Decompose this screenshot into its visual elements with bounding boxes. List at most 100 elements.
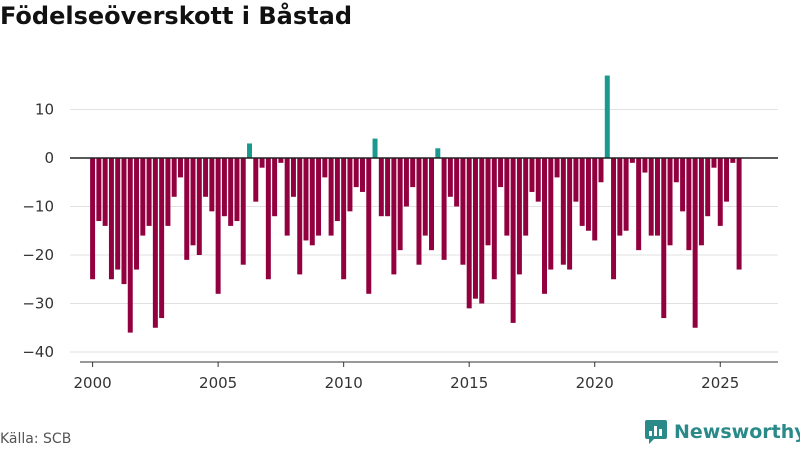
bar xyxy=(184,158,190,260)
y-tick-label: −40 xyxy=(22,343,54,361)
bar xyxy=(303,158,309,241)
bar xyxy=(504,158,510,236)
bar xyxy=(121,158,127,285)
bar xyxy=(272,158,278,217)
axes: 10 0 −10 −20 −30 −40 2000 2005 2010 2015 2020 2025 xyxy=(22,101,778,392)
bar xyxy=(284,158,290,236)
bar xyxy=(529,158,535,192)
bar xyxy=(134,158,140,270)
bar xyxy=(698,158,704,246)
bar xyxy=(203,158,209,197)
bar xyxy=(472,158,478,299)
chart-title: Födelseöverskott i Båstad xyxy=(0,2,352,30)
bar xyxy=(309,158,315,246)
bar xyxy=(372,138,378,158)
bar xyxy=(146,158,152,226)
bar xyxy=(673,158,679,183)
bar xyxy=(108,158,114,280)
bar xyxy=(604,75,610,158)
bar xyxy=(259,158,265,168)
bar xyxy=(460,158,466,265)
bar xyxy=(636,158,642,251)
bar xyxy=(378,158,384,217)
bar xyxy=(617,158,623,236)
bar xyxy=(290,158,296,197)
bar xyxy=(127,158,133,333)
bar xyxy=(177,158,183,178)
bar xyxy=(209,158,215,212)
bar xyxy=(623,158,629,231)
bar xyxy=(736,158,742,270)
bar xyxy=(554,158,560,178)
bar xyxy=(385,158,391,217)
bar xyxy=(360,158,365,192)
bar xyxy=(548,158,554,270)
bar xyxy=(560,158,566,265)
bar xyxy=(516,158,522,275)
y-tick-label: 0 xyxy=(44,149,54,167)
y-tick-label: 10 xyxy=(35,101,54,119)
y-tick-label: −10 xyxy=(22,198,54,216)
bar xyxy=(353,158,359,188)
brand-logo[interactable]: Newsworthy xyxy=(644,419,800,445)
bar xyxy=(705,158,711,217)
bar xyxy=(278,158,284,163)
x-tick-label: 2015 xyxy=(450,374,488,392)
bar xyxy=(196,158,202,255)
bar xyxy=(90,158,96,280)
bar xyxy=(366,158,372,294)
bar xyxy=(642,158,648,173)
bar xyxy=(579,158,585,226)
bar xyxy=(523,158,529,236)
bar xyxy=(297,158,303,275)
source-note: Källa: SCB xyxy=(0,431,72,447)
bar xyxy=(611,158,617,280)
bar xyxy=(510,158,516,323)
bar xyxy=(115,158,121,270)
bar xyxy=(542,158,547,294)
x-tick-label: 2020 xyxy=(576,374,614,392)
bar xyxy=(171,158,177,197)
bar xyxy=(730,158,736,163)
bar xyxy=(592,158,598,241)
bar xyxy=(724,158,730,202)
bar xyxy=(403,158,409,207)
bar xyxy=(479,158,485,304)
brand-name: Newsworthy xyxy=(674,421,800,443)
bar xyxy=(347,158,353,212)
bar xyxy=(253,158,259,202)
bar xyxy=(629,158,635,163)
bar xyxy=(429,158,435,251)
bar xyxy=(410,158,416,188)
bar xyxy=(661,158,667,319)
bar xyxy=(667,158,673,246)
bar xyxy=(322,158,328,178)
bar xyxy=(240,158,246,265)
bar xyxy=(598,158,604,183)
bar xyxy=(447,158,453,197)
bar xyxy=(221,158,227,217)
bar xyxy=(247,143,252,158)
bar xyxy=(454,158,460,207)
bar xyxy=(648,158,654,236)
bar xyxy=(485,158,491,246)
bar xyxy=(328,158,334,236)
bar xyxy=(265,158,271,280)
bar xyxy=(711,158,717,168)
bar xyxy=(498,158,504,188)
bar xyxy=(686,158,692,251)
y-tick-label: −30 xyxy=(22,295,54,313)
bar xyxy=(680,158,686,212)
bar xyxy=(96,158,102,222)
bar xyxy=(152,158,158,328)
x-tick-label: 2025 xyxy=(701,374,739,392)
bar xyxy=(466,158,472,309)
bar xyxy=(435,148,441,158)
bar xyxy=(655,158,660,236)
bar xyxy=(228,158,234,226)
bar xyxy=(190,158,196,246)
y-tick-label: −20 xyxy=(22,246,54,264)
newsworthy-logo-icon xyxy=(645,420,667,444)
bar xyxy=(316,158,322,236)
